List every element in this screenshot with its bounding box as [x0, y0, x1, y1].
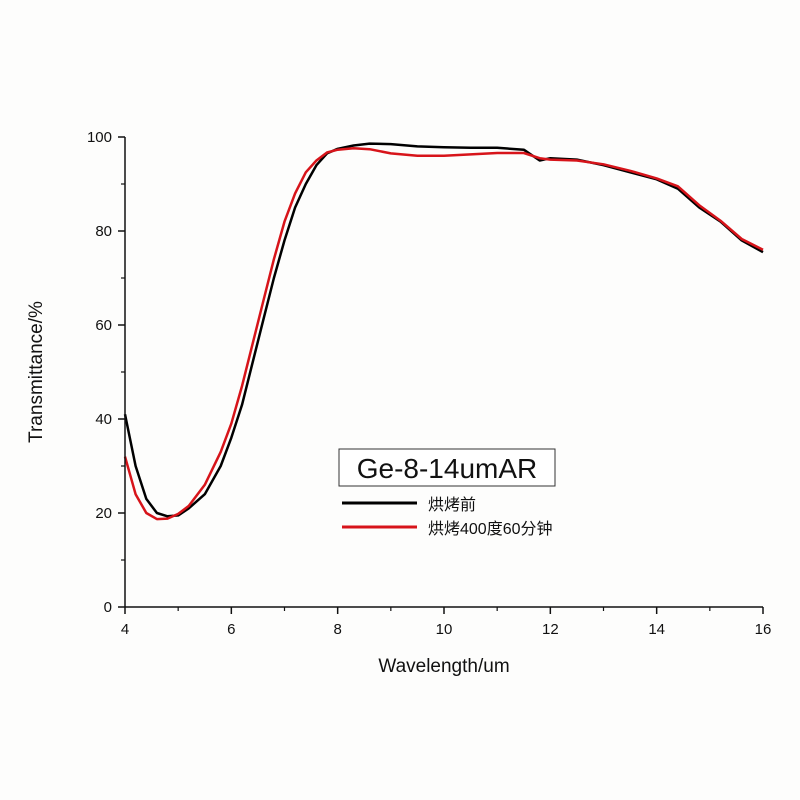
x-tick-label: 14 [648, 621, 665, 638]
y-axis-label: Transmittance/% [26, 301, 47, 443]
ticks: 4 6 8 10 12 14 16 0 20 40 60 80 100 [87, 129, 771, 638]
y-tick-label: 0 [104, 599, 112, 616]
x-tick-label: 8 [333, 621, 341, 638]
x-tick-label: 10 [436, 621, 453, 638]
y-tick-label: 20 [95, 505, 112, 522]
y-tick-label: 60 [95, 317, 112, 334]
legend-label-before-baking: 烘烤前 [428, 496, 476, 514]
legend-title: Ge-8-14umAR [357, 453, 538, 484]
x-tick-label: 6 [227, 621, 235, 638]
x-axis-label: Wavelength/um [378, 656, 509, 677]
x-tick-label: 16 [755, 621, 772, 638]
series-line-1 [123, 147, 764, 521]
legend-label-after-baking: 烘烤400度60分钟 [428, 520, 553, 538]
legend-title-box [338, 448, 556, 487]
y-tick-label: 80 [95, 223, 112, 240]
plot-area [123, 142, 764, 521]
legend: Ge-8-14umAR 烘烤前 烘烤400度60分钟 [338, 448, 556, 538]
y-tick-label: 40 [95, 411, 112, 428]
y-tick-label: 100 [87, 129, 112, 146]
x-tick-label: 4 [121, 621, 129, 638]
x-tick-label: 12 [542, 621, 559, 638]
